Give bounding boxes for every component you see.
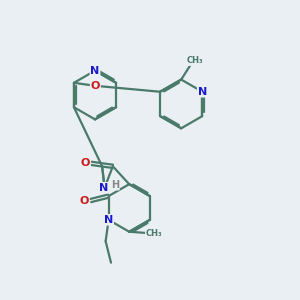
Text: O: O [80, 196, 89, 206]
Text: N: N [99, 183, 109, 193]
Text: N: N [90, 66, 100, 76]
Text: CH₃: CH₃ [187, 56, 203, 65]
Text: O: O [81, 158, 90, 168]
Text: H: H [111, 180, 119, 190]
Text: N: N [104, 215, 113, 225]
Text: O: O [91, 81, 100, 91]
Text: N: N [198, 87, 207, 97]
Text: CH₃: CH₃ [146, 229, 162, 238]
